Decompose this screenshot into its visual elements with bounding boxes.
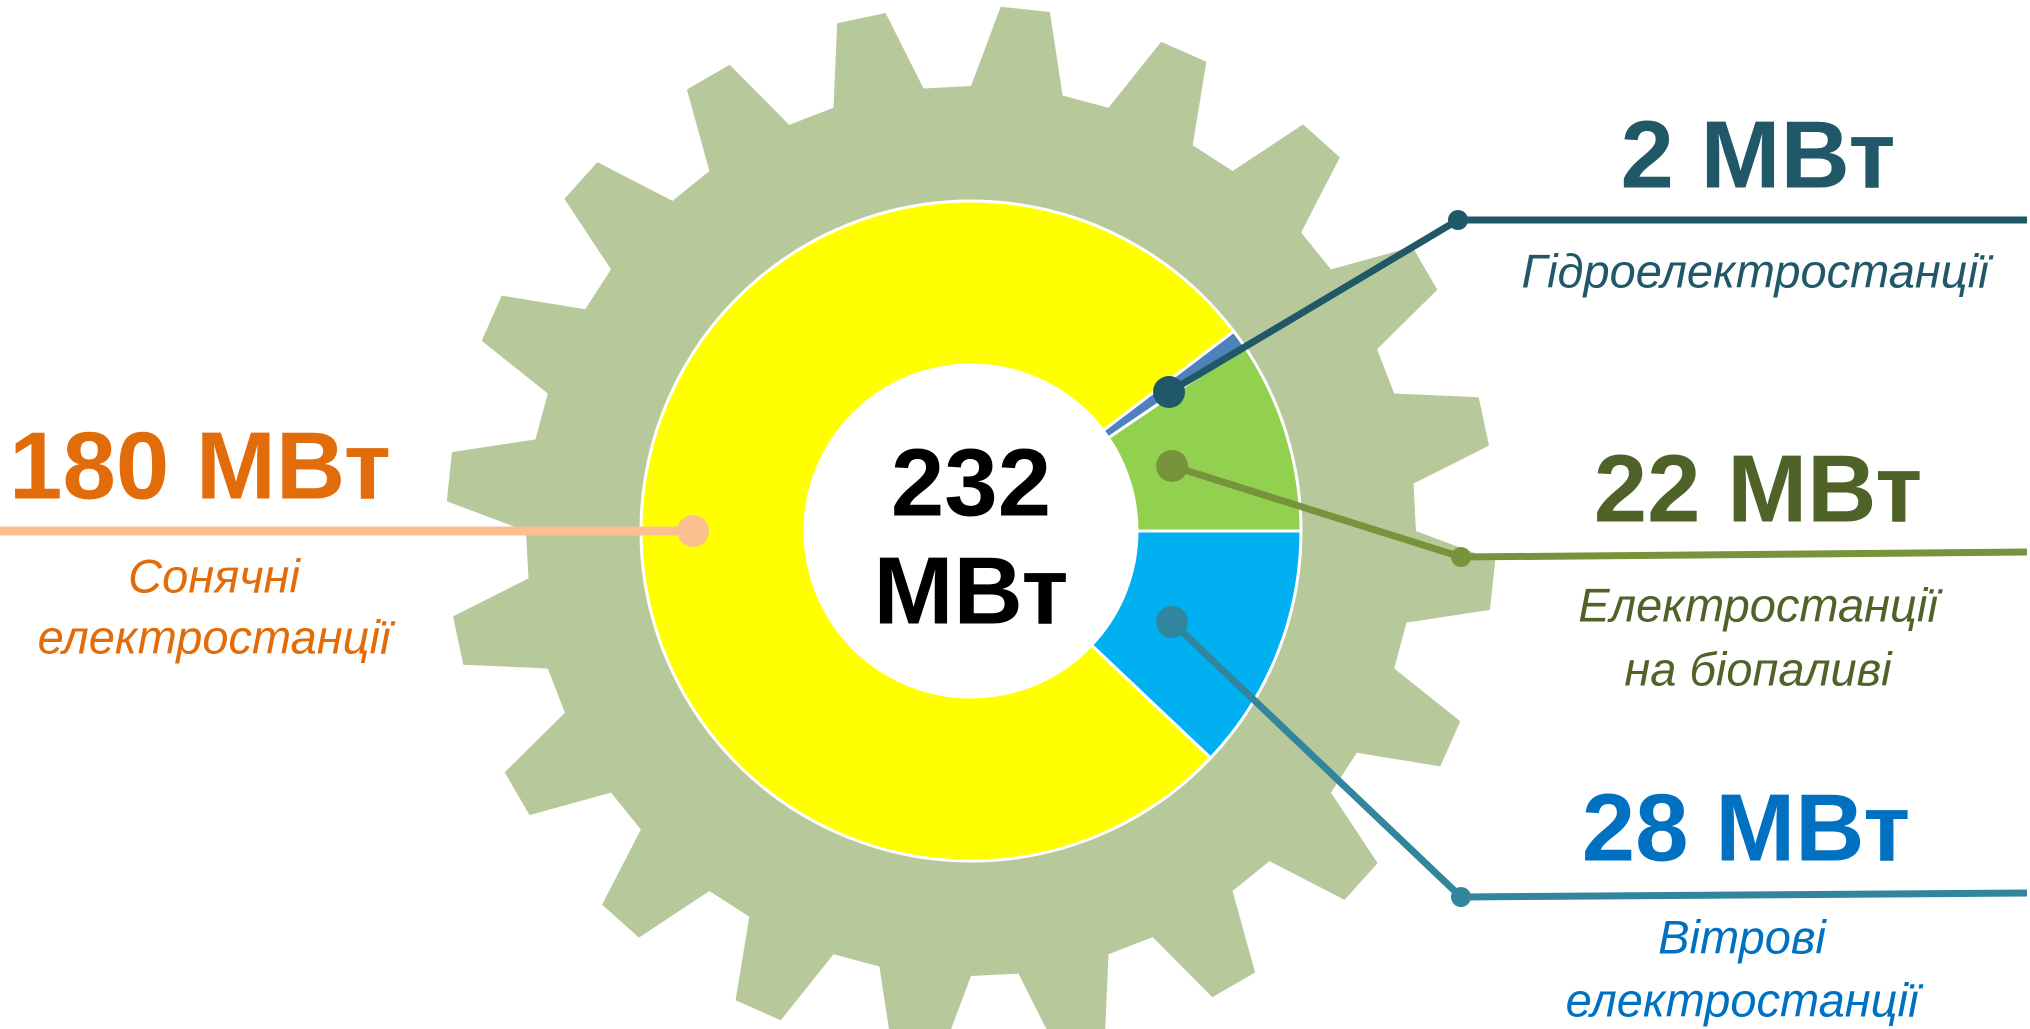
value-label: 22 МВт bbox=[1594, 435, 1923, 542]
category-label: Електростанції bbox=[1578, 578, 1943, 631]
category-label: Сонячні bbox=[128, 549, 301, 602]
value-label: 180 МВт bbox=[9, 412, 391, 519]
leader-end bbox=[1451, 887, 1471, 907]
value-label: 28 МВт bbox=[1582, 774, 1911, 881]
category-label: на біопаливі bbox=[1624, 642, 1893, 695]
donut-hole bbox=[805, 365, 1137, 697]
center-label: МВт bbox=[873, 537, 1068, 644]
category-label: електростанції bbox=[1566, 973, 1924, 1026]
category-label: Вітрові bbox=[1658, 910, 1827, 963]
leader-dot bbox=[1156, 606, 1188, 638]
value-label: 2 МВт bbox=[1620, 101, 1895, 208]
center-label: 232 bbox=[891, 429, 1051, 536]
leader-dot bbox=[1153, 376, 1185, 408]
category-label: Гідроелектростанції bbox=[1522, 244, 1995, 297]
leader-end bbox=[1451, 547, 1471, 567]
category-label: електростанції bbox=[38, 610, 396, 663]
leader-dot bbox=[1156, 450, 1188, 482]
labels: 28 МВт Вітрові електростанції 180 МВт Сонячн… bbox=[0, 101, 2028, 1026]
leader-dot bbox=[677, 515, 709, 547]
leader-end bbox=[1448, 210, 1468, 230]
